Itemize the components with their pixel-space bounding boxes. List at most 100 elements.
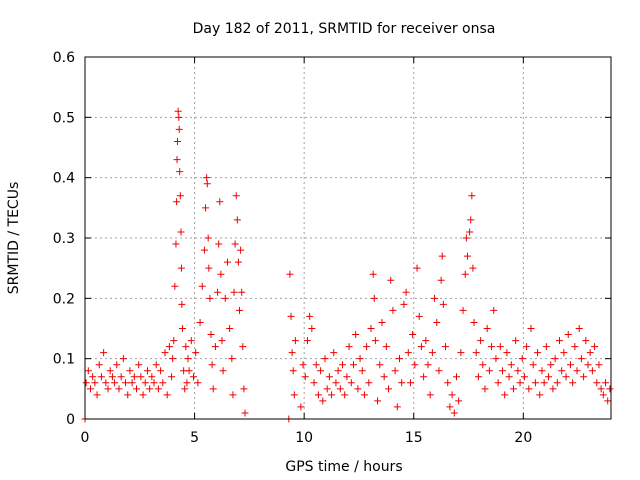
data-point (378, 318, 386, 326)
data-point (520, 373, 528, 381)
data-point (157, 367, 165, 375)
data-point (306, 312, 314, 320)
data-point (516, 379, 524, 387)
data-point (297, 403, 305, 411)
data-point (459, 306, 467, 314)
data-point (325, 373, 333, 381)
data-point (290, 391, 298, 399)
data-points (81, 107, 614, 423)
data-point (455, 397, 463, 405)
data-point (492, 355, 500, 363)
data-point (413, 264, 421, 272)
data-point (143, 367, 151, 375)
data-point (501, 391, 509, 399)
data-point (97, 373, 105, 381)
data-point (562, 373, 570, 381)
data-point (448, 391, 456, 399)
data-point (485, 367, 493, 375)
data-point (115, 385, 123, 393)
data-point (239, 343, 247, 351)
data-point (358, 367, 366, 375)
data-point (179, 325, 187, 332)
data-point (536, 391, 544, 399)
data-point (122, 379, 130, 387)
data-point (450, 409, 458, 417)
data-point (330, 349, 338, 357)
data-point (182, 343, 190, 351)
data-point (569, 379, 577, 387)
data-point (323, 385, 331, 393)
data-point (525, 385, 533, 393)
y-tick-label: 0.6 (53, 50, 75, 66)
data-point (356, 355, 364, 363)
data-point (586, 349, 594, 357)
data-point (461, 270, 469, 278)
data-point (173, 198, 181, 206)
data-point (512, 337, 520, 345)
data-point (566, 361, 574, 369)
data-point (547, 361, 555, 369)
data-point (310, 379, 318, 387)
data-point (226, 325, 234, 332)
data-point (474, 373, 482, 381)
data-point (196, 318, 204, 326)
data-point (172, 240, 180, 248)
data-point (599, 391, 607, 399)
data-point (393, 403, 401, 411)
x-axis-label: GPS time / hours (285, 459, 402, 475)
data-point (194, 379, 202, 387)
data-point (204, 234, 212, 242)
data-point (203, 180, 211, 188)
data-point (173, 156, 181, 164)
y-tick-label: 0 (66, 412, 75, 428)
data-point (231, 240, 239, 248)
data-point (185, 367, 193, 375)
data-point (391, 367, 399, 375)
data-point (509, 385, 517, 393)
data-point (314, 391, 322, 399)
data-point (137, 373, 145, 381)
data-point (237, 246, 245, 254)
data-point (141, 379, 149, 387)
data-point (223, 258, 231, 266)
data-point (470, 318, 478, 326)
data-point (549, 385, 557, 393)
data-point (89, 373, 97, 381)
data-point (595, 361, 603, 369)
data-point (130, 373, 138, 381)
data-point (555, 337, 563, 345)
tick-labels: 0 0.1 0.2 0.3 0.4 0.5 0.6 0 5 10 15 20 (53, 50, 533, 446)
data-point (230, 288, 238, 296)
data-point (431, 294, 439, 302)
data-point (119, 355, 127, 363)
data-point (154, 385, 162, 393)
data-point (571, 343, 579, 351)
data-point (385, 385, 393, 393)
data-point (380, 373, 388, 381)
data-point (424, 361, 432, 369)
data-point (400, 300, 408, 308)
data-point (349, 361, 357, 369)
data-point (238, 288, 246, 296)
data-point (352, 331, 360, 339)
data-point (376, 361, 384, 369)
data-point (604, 397, 612, 405)
data-point (514, 367, 522, 375)
data-point (308, 325, 316, 332)
chart-title: Day 182 of 2011, SRMTID for receiver ons… (193, 21, 496, 37)
data-point (93, 391, 101, 399)
data-point (564, 331, 572, 339)
data-point (198, 282, 206, 290)
data-point (192, 349, 200, 357)
data-point (189, 373, 197, 381)
data-point (178, 300, 186, 308)
data-point (202, 204, 210, 212)
data-point (588, 367, 596, 375)
data-point (545, 373, 553, 381)
data-point (462, 234, 470, 242)
data-point (438, 252, 446, 260)
data-point (415, 312, 423, 320)
data-point (341, 391, 349, 399)
data-point (336, 385, 344, 393)
data-point (365, 379, 373, 387)
